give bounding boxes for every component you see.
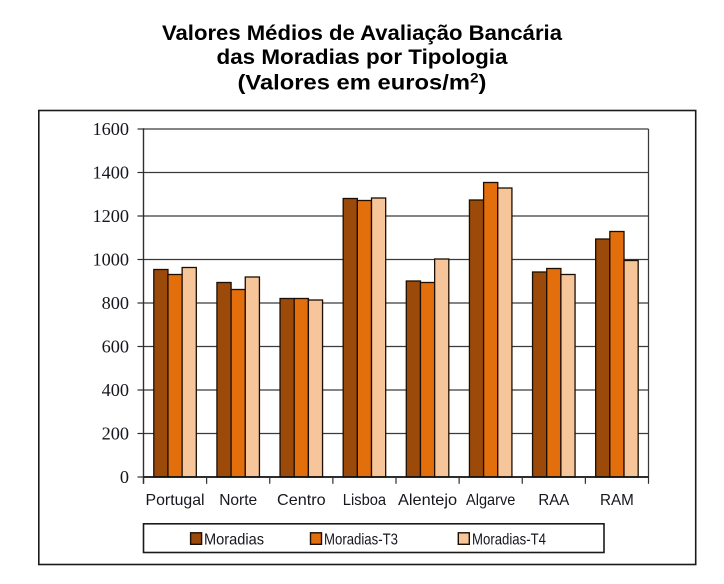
svg-text:das Moradias por Tipologia: das Moradias por Tipologia [217,45,509,69]
svg-text:600: 600 [102,337,129,357]
svg-text:Valores Médios de Avaliação Ba: Valores Médios de Avaliação Bancária [162,21,563,45]
svg-text:800: 800 [102,293,129,313]
svg-text:0: 0 [120,467,129,487]
svg-text:Portugal: Portugal [146,492,205,509]
svg-text:1600: 1600 [92,119,129,139]
svg-text:Moradias-T3: Moradias-T3 [324,532,398,549]
svg-text:Algarve: Algarve [466,492,515,509]
svg-text:Norte: Norte [219,492,257,509]
svg-text:1000: 1000 [92,250,129,270]
svg-text:400: 400 [102,380,129,400]
svg-text:RAA: RAA [538,492,569,509]
svg-text:200: 200 [102,424,129,444]
svg-text:1400: 1400 [92,163,129,183]
svg-text:Moradias-T4: Moradias-T4 [472,532,546,549]
svg-text:RAM: RAM [600,492,634,509]
svg-text:Centro: Centro [277,492,326,509]
svg-text:Lisboa: Lisboa [343,492,386,509]
svg-text:1200: 1200 [92,206,129,226]
svg-text:Moradias: Moradias [204,532,264,549]
svg-text:Alentejo: Alentejo [398,492,457,509]
svg-text:(Valores em euros/m2): (Valores em euros/m 2) [238,70,487,95]
